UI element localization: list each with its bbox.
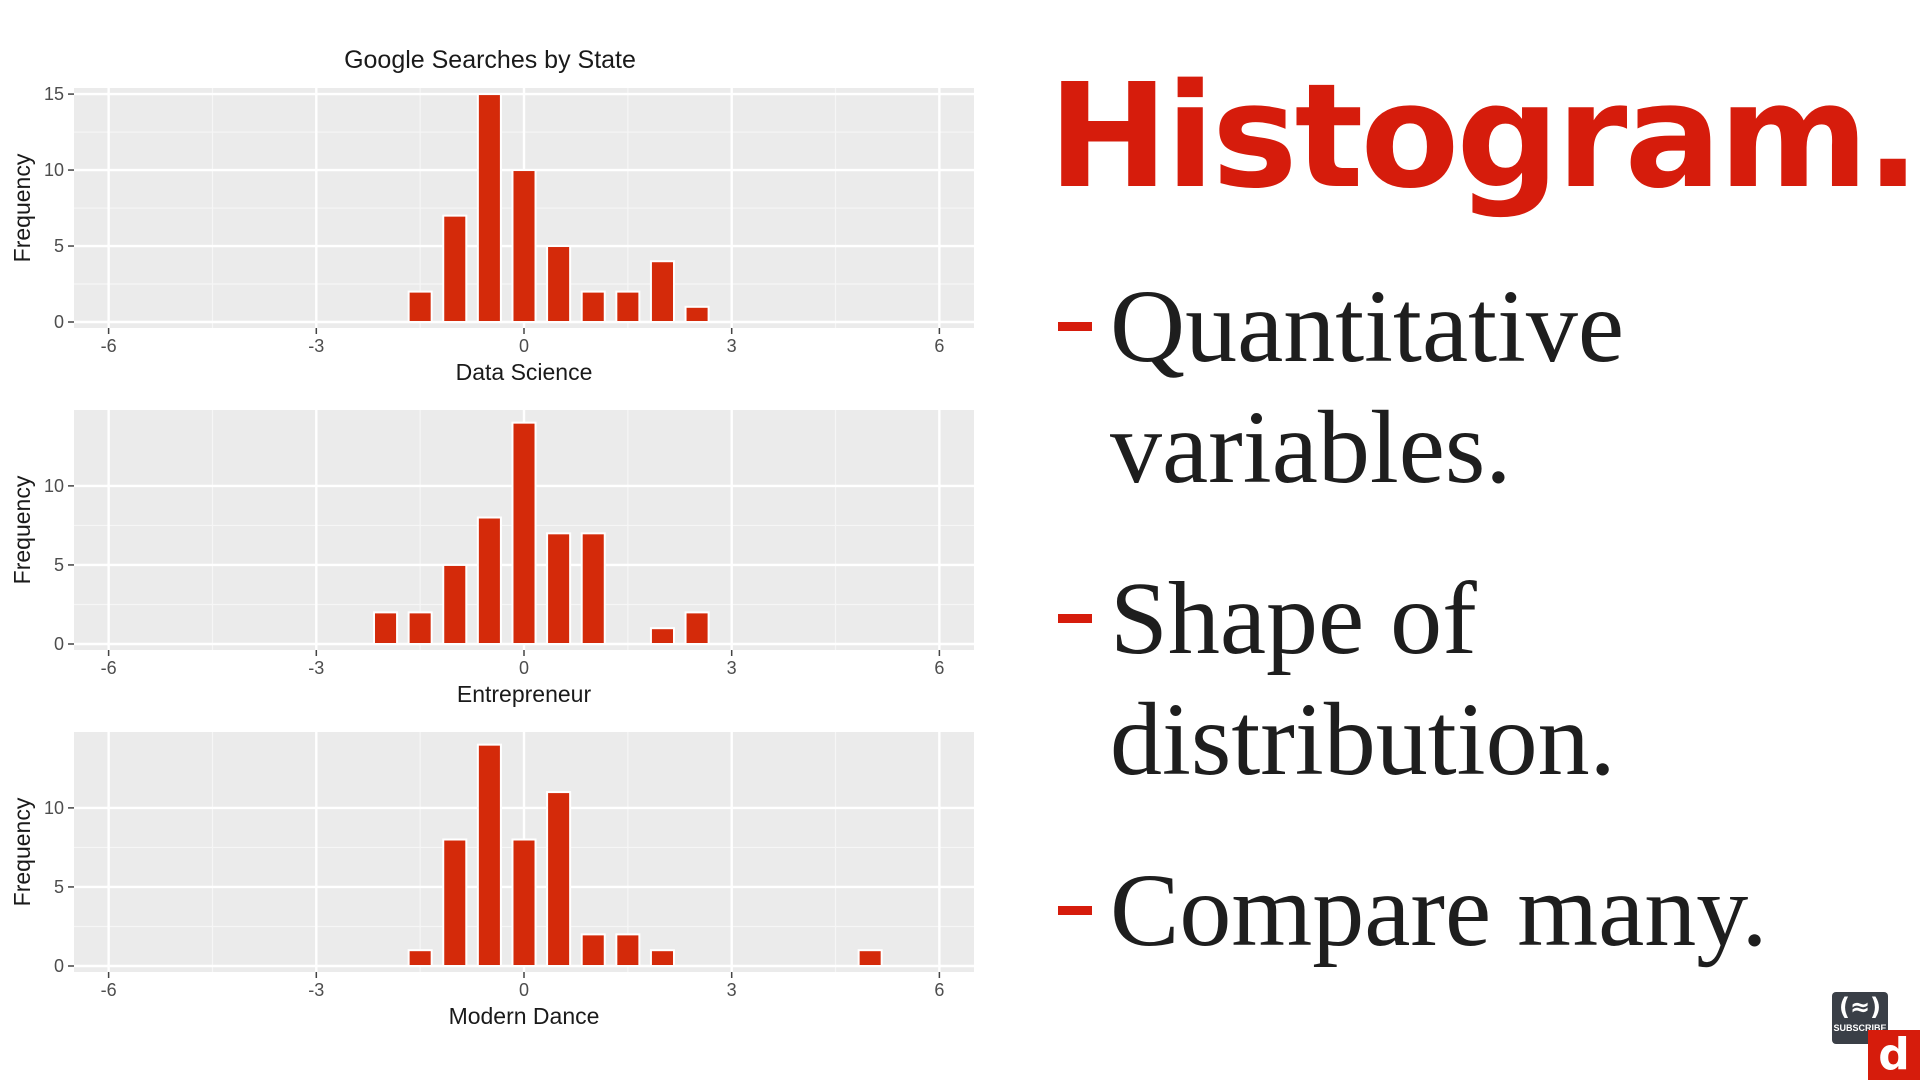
y-axis-label: Frequency (9, 475, 35, 584)
x-axis-label: Entrepreneur (457, 681, 592, 707)
facet-entrepreneur: -6 -3 0 3 6 0 5 10 Entrepreneur Frequency (9, 410, 974, 707)
histogram-bar (684, 611, 710, 645)
histogram-bar (511, 838, 537, 967)
x-tick-label: -3 (308, 658, 324, 678)
histogram-chart: Google Searches by State -6 -3 0 3 6 0 5 10 15 Da… (9, 46, 974, 1029)
bullet-quantitative-variables: Quantitative variables. (1058, 266, 1624, 508)
bullet-dash (1058, 906, 1092, 915)
bullet-dash (1058, 322, 1092, 331)
bullet-line: Compare many. (1110, 853, 1768, 968)
histogram-bar (580, 933, 606, 967)
x-tick-label: 0 (519, 336, 529, 356)
histogram-bar (442, 214, 468, 324)
histogram-bar (580, 532, 606, 646)
histogram-bar (442, 563, 468, 645)
histogram-bar (615, 290, 641, 323)
x-tick-label: -3 (308, 336, 324, 356)
x-tick-label: 3 (727, 336, 737, 356)
y-tick-label: 10 (44, 476, 64, 496)
histogram-bar (684, 305, 710, 324)
x-tick-label: 6 (934, 658, 944, 678)
bullet-line: Shape of (1110, 561, 1477, 676)
histogram-bar (649, 260, 675, 323)
y-axis-label: Frequency (9, 153, 35, 262)
y-tick-label: 15 (44, 84, 64, 104)
x-axis-label: Data Science (456, 359, 593, 385)
y-tick-label: 5 (54, 555, 64, 575)
x-tick-label: 6 (934, 336, 944, 356)
histogram-bar (373, 611, 399, 645)
histogram-bar (407, 611, 433, 645)
chart-title: Google Searches by State (344, 46, 636, 74)
histogram-bar (546, 532, 572, 646)
code-flame-icon: (≈) (1838, 993, 1882, 1021)
histogram-bar (476, 516, 502, 645)
x-tick-label: 3 (727, 658, 737, 678)
y-axis-label: Frequency (9, 797, 35, 906)
x-tick-label: -6 (101, 980, 117, 1000)
facet-data-science: -6 -3 0 3 6 0 5 10 15 Data Science Frequency (9, 84, 974, 385)
x-tick-label: -6 (101, 658, 117, 678)
x-tick-label: 3 (727, 980, 737, 1000)
bullet-line: Quantitative (1110, 269, 1625, 384)
histogram-bar (407, 949, 433, 968)
bullet-compare-many: Compare many. (1058, 850, 1768, 971)
histogram-bar (476, 93, 502, 323)
slide-title: Histogram. (1048, 52, 1920, 220)
histogram-bar (546, 791, 572, 967)
histogram-bar (580, 290, 606, 323)
x-axis-label: Modern Dance (449, 1003, 600, 1029)
histogram-bar (615, 933, 641, 967)
x-tick-label: -6 (101, 336, 117, 356)
x-tick-label: 0 (519, 658, 529, 678)
y-tick-label: 0 (54, 634, 64, 654)
y-tick-label: 0 (54, 312, 64, 332)
y-tick-label: 5 (54, 877, 64, 897)
bullet-shape-of-distribution: Shape of distribution. (1058, 558, 1616, 800)
y-tick-label: 10 (44, 798, 64, 818)
bullet-dash (1058, 614, 1092, 623)
histogram-bar (511, 169, 537, 323)
bullet-line: distribution. (1110, 682, 1616, 797)
x-tick-label: -3 (308, 980, 324, 1000)
subscribe-label: SUBSCRIBE (1833, 1023, 1887, 1033)
histogram-bar (649, 627, 675, 646)
y-tick-label: 0 (54, 956, 64, 976)
x-tick-label: 0 (519, 980, 529, 1000)
facet-modern-dance: -6 -3 0 3 6 0 5 10 Modern Dance Frequency (9, 732, 974, 1029)
y-tick-label: 10 (44, 160, 64, 180)
histogram-bar (407, 290, 433, 323)
x-tick-label: 6 (934, 980, 944, 1000)
histogram-bar (511, 421, 537, 645)
histogram-bar (442, 838, 468, 967)
brand-logo: d (1868, 1030, 1920, 1080)
histogram-bar (546, 245, 572, 323)
y-tick-label: 5 (54, 236, 64, 256)
histogram-bar (649, 949, 675, 968)
histogram-bar (476, 743, 502, 967)
histogram-bar (857, 949, 883, 968)
bullet-line: variables. (1110, 390, 1512, 505)
